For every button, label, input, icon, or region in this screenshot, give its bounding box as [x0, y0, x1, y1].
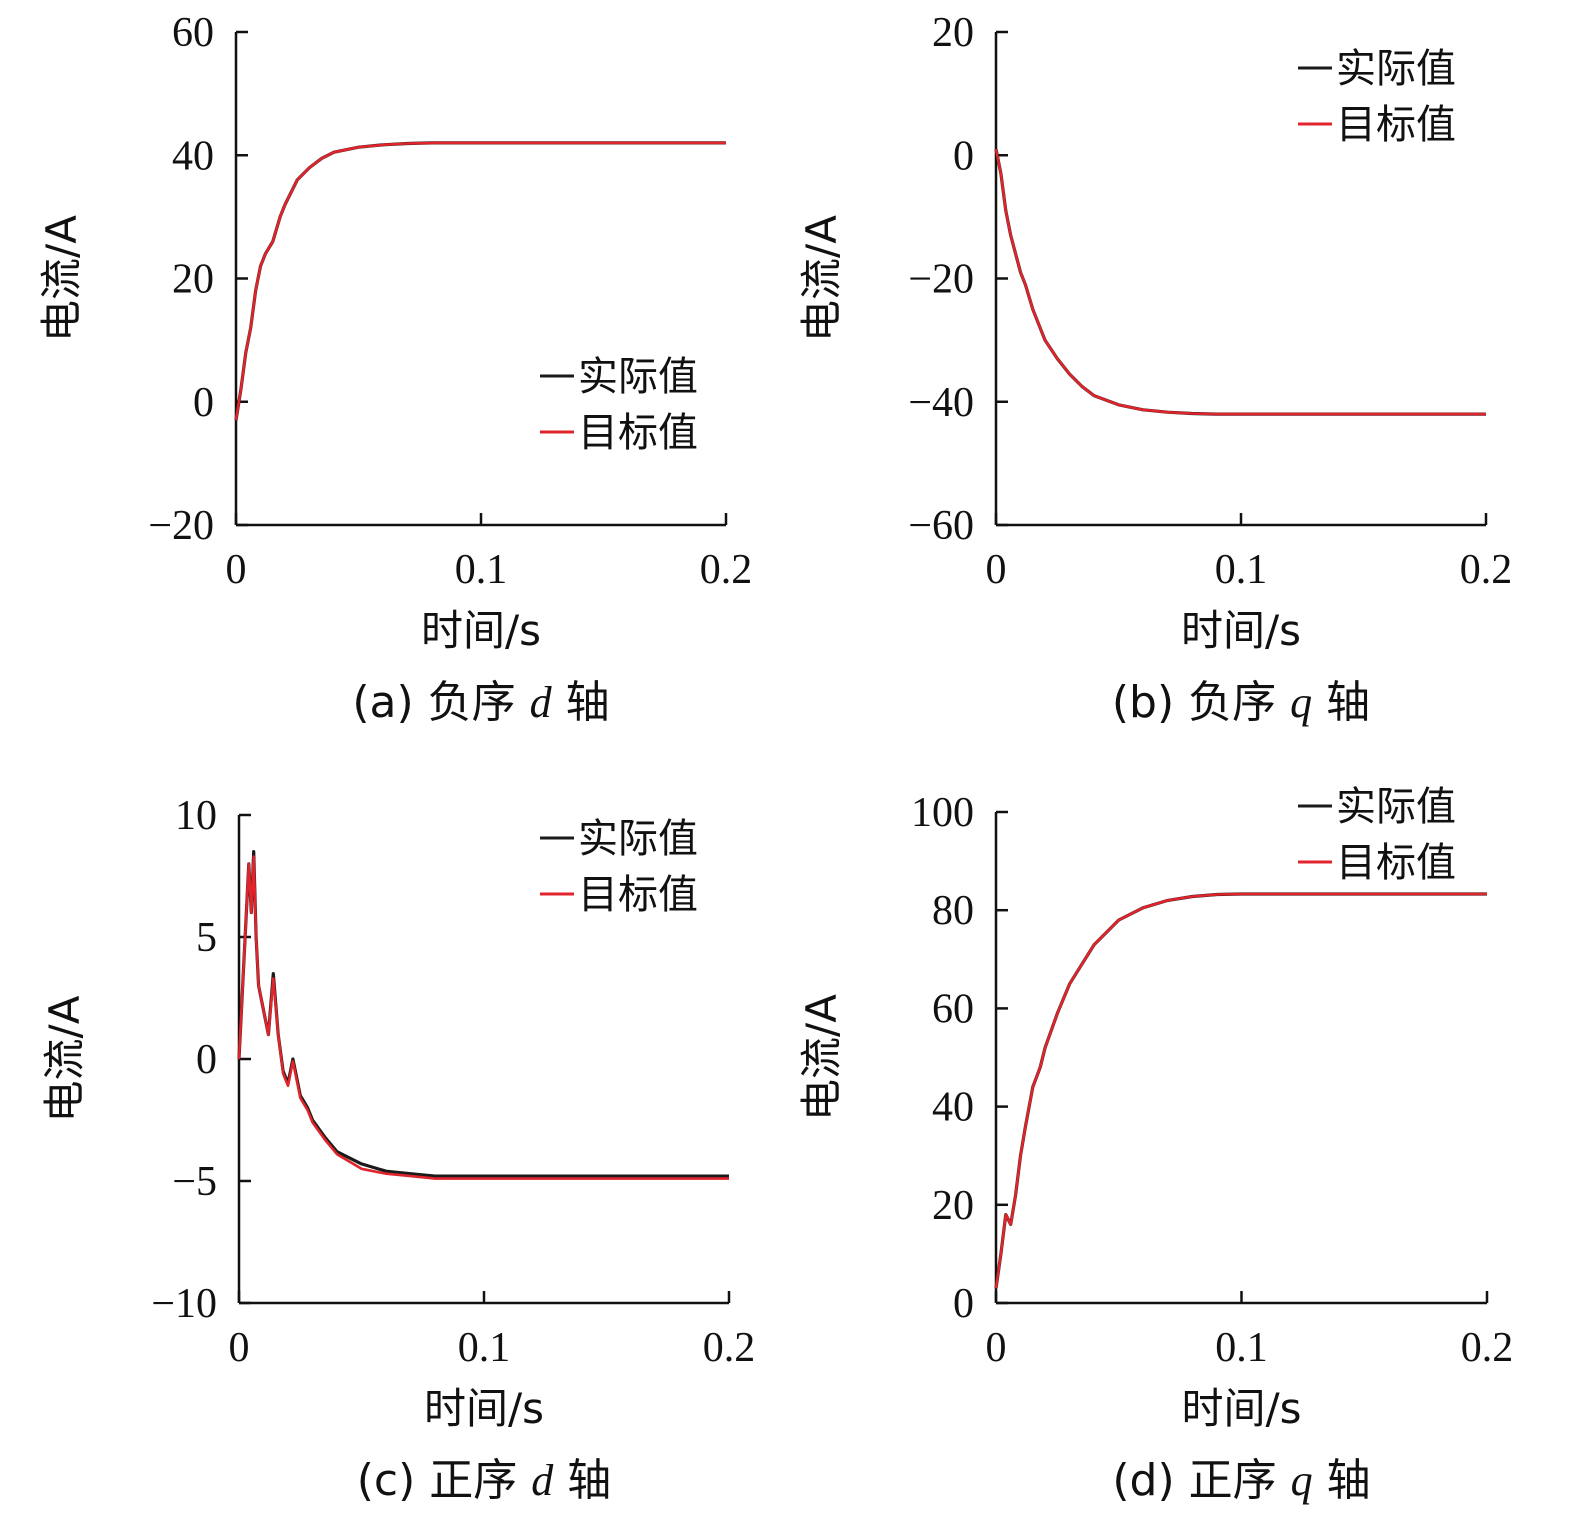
y-tick-label: −5 — [172, 1159, 217, 1205]
y-tick-label: 0 — [953, 1281, 974, 1327]
legend-label: 实际值 — [1336, 784, 1456, 830]
y-axis-title: 电流/A — [797, 215, 846, 342]
panel-caption: (c) 正序 d 轴 — [357, 1455, 612, 1506]
x-tick-label: 0.1 — [458, 1325, 511, 1371]
chart-panel-1: −20 0 20 40 60 0 0.1 0.2 时间/s 电流/A (a) 负序 d 轴 实际值目标… — [37, 10, 752, 728]
legend-label: 目标值 — [578, 872, 698, 918]
y-tick-label: 10 — [175, 793, 217, 839]
legend-label: 目标值 — [1336, 840, 1456, 886]
y-tick-label: 20 — [932, 10, 974, 56]
y-tick-label: 100 — [911, 790, 974, 836]
y-axis-title: 电流/A — [797, 994, 846, 1121]
x-tick-label: 0 — [229, 1325, 250, 1371]
y-tick-label: 60 — [172, 10, 214, 56]
x-tick-label: 0.2 — [700, 547, 753, 593]
caption-axis-letter: q — [1290, 678, 1312, 727]
caption-prefix: (b) 负序 — [1112, 677, 1290, 728]
caption-suffix: 轴 — [552, 677, 610, 728]
x-axis-title: 时间/s — [1181, 1384, 1301, 1433]
y-tick-label: 80 — [932, 888, 974, 934]
x-tick-label: 0.2 — [703, 1325, 756, 1371]
y-tick-label: 0 — [193, 380, 214, 426]
legend-label: 实际值 — [578, 816, 698, 862]
caption-axis-letter: d — [530, 678, 553, 727]
y-tick-label: 40 — [932, 1085, 974, 1131]
legend-label: 实际值 — [578, 354, 698, 400]
caption-axis-letter: d — [531, 1456, 554, 1505]
y-axis-title: 电流/A — [40, 995, 89, 1122]
x-tick-label: 0 — [226, 547, 247, 593]
caption-prefix: (a) 负序 — [352, 677, 529, 728]
y-tick-label: −20 — [148, 503, 214, 549]
panel-caption: (d) 正序 q 轴 — [1112, 1455, 1370, 1506]
y-axis-title: 电流/A — [37, 215, 86, 342]
legend-label: 实际值 — [1336, 46, 1456, 92]
caption-suffix: 轴 — [1313, 1455, 1371, 1506]
x-tick-label: 0.2 — [1461, 1325, 1514, 1371]
panel-caption: (a) 负序 d 轴 — [352, 677, 609, 728]
y-tick-label: 0 — [196, 1037, 217, 1083]
chart-panel-2: −60 −40 −20 0 20 0 0.1 0.2 时间/s 电流/A (b) 负序 q 轴 实际值… — [797, 10, 1512, 728]
panel-caption: (b) 负序 q 轴 — [1112, 677, 1370, 728]
y-tick-label: −60 — [908, 503, 974, 549]
legend-label: 目标值 — [578, 410, 698, 456]
x-tick-label: 0.1 — [1215, 547, 1268, 593]
caption-prefix: (c) 正序 — [357, 1455, 532, 1506]
caption-prefix: (d) 正序 — [1112, 1455, 1290, 1506]
series-line-actual — [994, 892, 1487, 1289]
x-tick-label: 0.1 — [1215, 1325, 1268, 1371]
chart-panel-4: 0 20 40 60 80 100 0 0.1 0.2 时间/s 电流/A (d) 正序 q 轴 实际值… — [797, 784, 1513, 1506]
y-tick-label: 20 — [172, 257, 214, 303]
y-tick-label: 5 — [196, 915, 217, 961]
x-axis-title: 时间/s — [1181, 606, 1301, 655]
series-line-target — [234, 141, 726, 421]
y-tick-label: 40 — [172, 133, 214, 179]
series-line-target — [237, 855, 729, 1180]
y-tick-label: 20 — [932, 1183, 974, 1229]
x-axis-title: 时间/s — [421, 606, 541, 655]
y-tick-label: 60 — [932, 986, 974, 1032]
x-tick-label: 0.2 — [1460, 547, 1513, 593]
y-tick-label: −20 — [908, 257, 974, 303]
y-tick-label: −10 — [151, 1281, 217, 1327]
x-axis-title: 时间/s — [424, 1384, 544, 1433]
series-line-target — [994, 892, 1487, 1289]
caption-axis-letter: q — [1291, 1456, 1313, 1505]
x-tick-label: 0 — [986, 547, 1007, 593]
y-tick-label: 0 — [953, 133, 974, 179]
caption-suffix: 轴 — [1312, 677, 1370, 728]
series-line-target — [994, 148, 1486, 416]
caption-suffix: 轴 — [553, 1455, 611, 1506]
y-tick-label: −40 — [908, 380, 974, 426]
x-tick-label: 0 — [986, 1325, 1007, 1371]
x-tick-label: 0.1 — [455, 547, 508, 593]
legend-label: 目标值 — [1336, 102, 1456, 148]
